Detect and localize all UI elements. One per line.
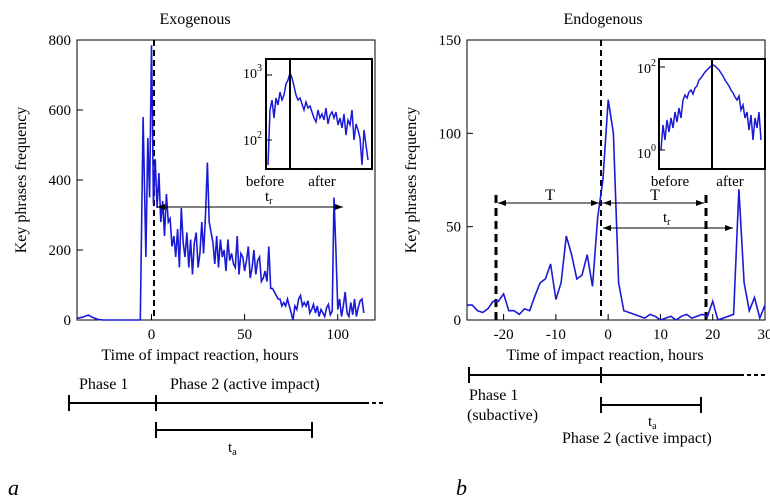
panel-b-label: b bbox=[456, 475, 467, 500]
panel-b-phase1-label: Phase 1 bbox=[469, 387, 518, 404]
panel-a-tr-arrowhead-left bbox=[157, 204, 165, 210]
panel-a-inset-ytick-label: 102 bbox=[243, 130, 262, 149]
panel-a-xlabel: Time of impact reaction, hours bbox=[101, 347, 298, 364]
panel-a-ytick-label: 200 bbox=[49, 243, 72, 259]
panel-b-inset-after-label: after bbox=[716, 174, 743, 190]
panel-b-inset-ytick-label: 100 bbox=[637, 143, 656, 162]
panel-a-label: a bbox=[8, 475, 19, 500]
panel-a-ytick-label: 600 bbox=[49, 103, 72, 119]
panel-b-xtick-label: -10 bbox=[546, 327, 566, 343]
panel-a-title: Exogenous bbox=[159, 11, 230, 28]
panel-a-inset-before-label: before bbox=[246, 174, 285, 190]
panel-b-ta-label: ta bbox=[648, 414, 657, 432]
panel-b-xtick-label: 10 bbox=[653, 327, 668, 343]
panel-a-ylabel: Key phrases frequency bbox=[13, 107, 30, 254]
panel-b-inset: 102 100 before after bbox=[637, 58, 766, 190]
panel-b-tr-label: tr bbox=[663, 210, 671, 228]
panel-b-T-arrowhead-right bbox=[696, 200, 704, 206]
panel-a-tr-label: tr bbox=[265, 189, 273, 207]
panel-a-tr-annotation: tr bbox=[157, 189, 343, 210]
panel-b-T-arrowhead-left bbox=[498, 200, 506, 206]
panel-a-xtick-label: 100 bbox=[327, 327, 350, 343]
panel-a-phase-timeline: Phase 1 Phase 2 (active impact) ta bbox=[68, 376, 385, 458]
panel-b-ytick-label: 50 bbox=[446, 220, 461, 236]
panel-b-T-annotation: T T bbox=[498, 187, 704, 206]
panel-a-phase2-label: Phase 2 (active impact) bbox=[170, 376, 320, 393]
panel-b-phase-timeline: Phase 1 (subactive) ta Phase 2 (active i… bbox=[467, 367, 765, 447]
panel-b-ytick-label: 150 bbox=[439, 33, 462, 49]
panel-b-ylabel: Key phrases frequency bbox=[403, 107, 420, 254]
panel-b-tr-annotation: tr bbox=[603, 210, 733, 231]
panel-b-T-label-right: T bbox=[650, 187, 660, 204]
panel-a-xtick-label: 0 bbox=[148, 327, 156, 343]
panel-a-ytick-label: 0 bbox=[64, 313, 72, 329]
panel-b-ytick-label: 100 bbox=[439, 126, 462, 142]
panel-b-xtick-label: -20 bbox=[494, 327, 514, 343]
panel-b-T-arrowhead-mid-right bbox=[603, 200, 611, 206]
panel-b-T-label-left: T bbox=[545, 187, 555, 204]
panel-b-xtick-label: 30 bbox=[758, 327, 770, 343]
panel-a-series-line bbox=[76, 45, 365, 321]
panel-b-inset-before-label: before bbox=[651, 174, 690, 190]
panel-b-axis-ticks: -20 -10 0 10 20 30 0 50 100 150 bbox=[439, 33, 770, 343]
panel-a-ta-label: ta bbox=[228, 440, 237, 458]
panel-b-phase1-sublabel: (subactive) bbox=[467, 407, 538, 424]
panel-b-plot-frame bbox=[466, 39, 766, 321]
panel-b: Endogenous -20 -10 0 10 20 30 0 50 100 150 Key ph… bbox=[403, 11, 770, 500]
panel-b-tr-arrowhead-right bbox=[725, 225, 733, 231]
panel-b-title: Endogenous bbox=[563, 11, 642, 28]
panel-b-tr-arrowhead-left bbox=[603, 225, 611, 231]
panel-a-inset-ytick-label: 103 bbox=[243, 63, 262, 82]
panel-a-phase1-label: Phase 1 bbox=[79, 376, 128, 393]
panel-b-T-arrowhead-mid-left bbox=[591, 200, 599, 206]
panel-a-ytick-label: 400 bbox=[49, 173, 72, 189]
panel-b-xlabel: Time of impact reaction, hours bbox=[506, 347, 703, 364]
panel-b-xtick-label: 0 bbox=[604, 327, 612, 343]
panel-a-inset-after-label: after bbox=[308, 174, 335, 190]
panel-a: Exogenous 0 50 100 0 200 400 600 800 Key phrase… bbox=[8, 11, 385, 500]
panel-b-phase2-label: Phase 2 (active impact) bbox=[562, 430, 712, 447]
panel-b-xtick-label: 20 bbox=[705, 327, 720, 343]
panel-a-ytick-label: 800 bbox=[49, 33, 72, 49]
panel-b-series-line bbox=[467, 99, 766, 322]
panel-a-xtick-label: 50 bbox=[237, 327, 252, 343]
panel-a-inset: 103 102 before after bbox=[243, 58, 373, 190]
panel-a-inset-line bbox=[267, 70, 369, 166]
panel-b-inset-ytick-label: 102 bbox=[637, 58, 656, 77]
panel-b-ytick-label: 0 bbox=[454, 313, 462, 329]
panel-a-axis-ticks: 0 50 100 0 200 400 600 800 bbox=[49, 33, 350, 343]
panel-a-tr-arrowhead-right bbox=[335, 204, 343, 210]
